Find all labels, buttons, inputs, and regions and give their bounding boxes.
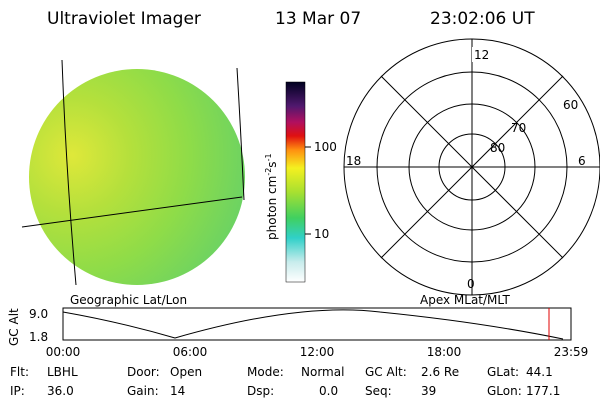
mlat-label: 70 (511, 121, 526, 135)
grid-curve (236, 67, 245, 201)
field-value: Normal (301, 365, 344, 379)
exponent: -2 (264, 168, 273, 176)
field-value: 177.1 (526, 384, 560, 398)
polar-grid (343, 38, 600, 296)
field-value: 44.1 (526, 365, 553, 379)
uv-image (21, 59, 245, 286)
tick-label: 9.0 (29, 307, 48, 321)
field-label: GLon: (487, 384, 522, 398)
x-tick-label: 06:00 (173, 345, 208, 359)
unit: s (265, 161, 279, 167)
mlt-label: 12 (474, 48, 489, 62)
unit: photon cm (265, 176, 279, 240)
time: 23:02:06 UT (430, 9, 535, 29)
grid-curve (21, 196, 243, 228)
field-label: Gain: (127, 384, 159, 398)
x-tick-label: 23:59 (554, 345, 589, 359)
axis (380, 75, 564, 259)
field-label: Door: (127, 365, 160, 379)
field-value: 2.6 Re (421, 365, 459, 379)
colorbar-tick-label: 10 (314, 227, 329, 241)
field-value: LBHL (47, 365, 78, 379)
grid-curve (61, 59, 77, 286)
colorbar-label: photon cm-2s-1 (264, 153, 279, 240)
footer: Flt: LBHL Door: Open Mode: Normal GC Alt: 2.6 R… (10, 365, 560, 398)
field-value: 0.0 (319, 384, 338, 398)
mlt-label: 0 (467, 277, 475, 291)
orbit-plot (62, 307, 572, 341)
field-label: Seq: (365, 384, 392, 398)
field-label: GC Alt: (365, 365, 407, 379)
field-label: Mode: (247, 365, 284, 379)
axis-label: GC Alt (7, 308, 21, 346)
field-value: Open (170, 365, 202, 379)
field-value: 14 (170, 384, 185, 398)
field-value: 39 (421, 384, 436, 398)
mlt-label: 18 (346, 154, 361, 168)
field-label: IP: (10, 384, 25, 398)
field-value: 36.0 (47, 384, 74, 398)
colorbar-tick-label: 100 (314, 140, 337, 154)
x-tick-label: 00:00 (46, 345, 81, 359)
image-disc (29, 69, 245, 285)
x-ticks: 00:00 06:00 12:00 18:00 23:59 (46, 345, 589, 359)
field-label: Dsp: (247, 384, 274, 398)
exponent: -1 (264, 153, 273, 161)
field-label: Flt: (10, 365, 29, 379)
tick-label: 1.8 (29, 330, 48, 344)
field-label: GLat: (487, 365, 519, 379)
label: Apex MLat/MLT (420, 293, 510, 307)
mlat-label: 60 (563, 98, 578, 112)
mlt-label: 6 (578, 154, 586, 168)
colorbar (285, 81, 306, 283)
altitude-curve (62, 309, 564, 340)
x-tick-label: 12:00 (300, 345, 335, 359)
mlat-label: 80 (490, 141, 505, 155)
x-tick-label: 18:00 (427, 345, 462, 359)
title: Ultraviolet Imager (47, 9, 201, 29)
label: Geographic Lat/Lon (70, 293, 187, 307)
date: 13 Mar 07 (275, 9, 361, 29)
